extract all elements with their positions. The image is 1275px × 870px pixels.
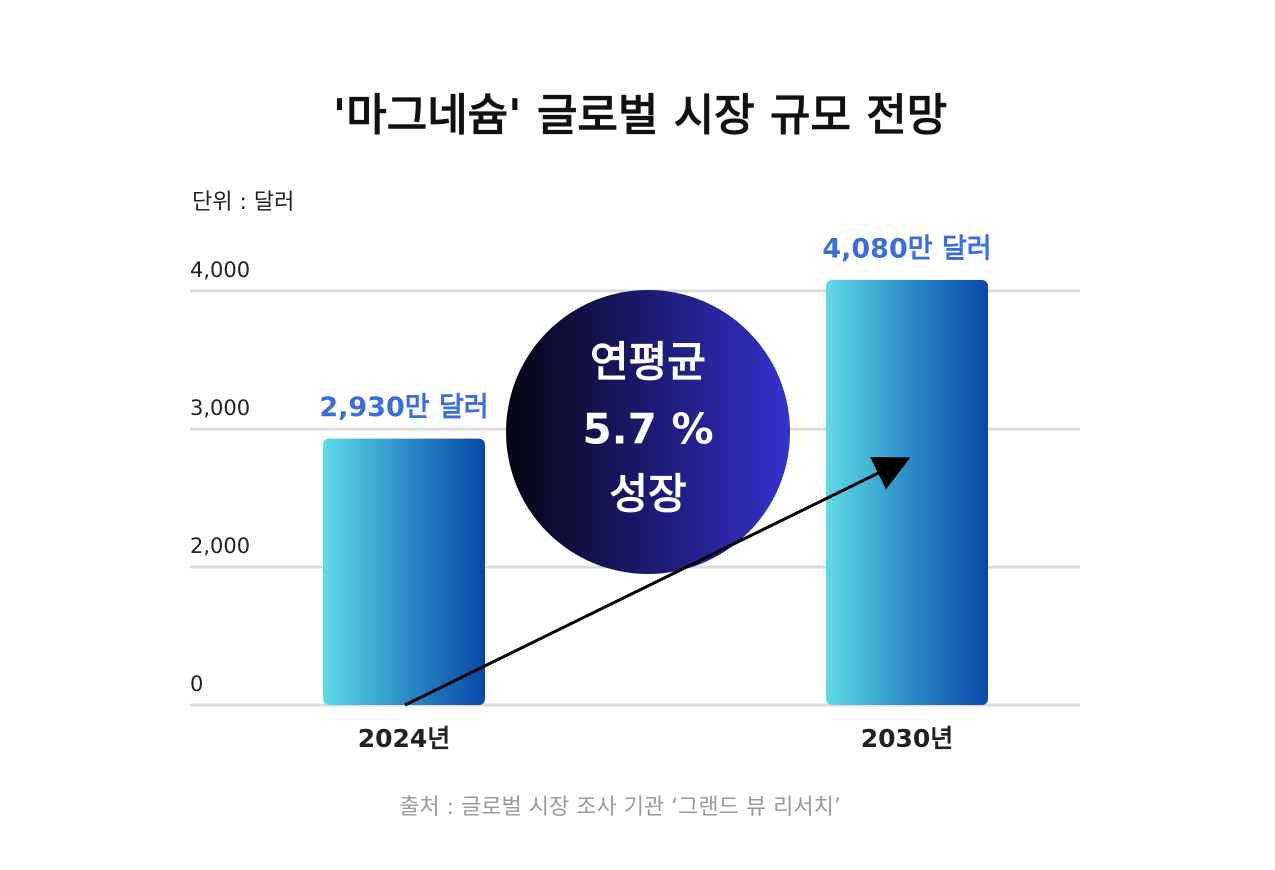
y-tick-label: 0 [190,672,203,696]
value-label: 2,930만 달러 [319,392,488,423]
growth-arrow [404,457,911,707]
annotation-circle [506,290,790,574]
unit-label: 단위 : 달러 [192,190,294,215]
y-tick-label: 4,000 [190,258,250,282]
annotation-text: 5.7 % [582,405,713,454]
bar [323,438,485,705]
source: 출처 : 글로벌 시장 조사 기관 ‘그랜드 뷰 리서치’ [399,795,841,820]
y-tick-label: 2,000 [190,534,250,558]
annotation-text: 성장 [609,470,686,519]
annotation-text: 연평균 [590,338,706,387]
x-tick-label: 2030년 [861,724,954,753]
x-tick-label: 2024년 [358,724,451,753]
y-tick-label: 3,000 [190,396,250,420]
bar [826,279,988,705]
chart-title: '마그네슘' 글로벌 시장 규모 전망 [333,90,947,141]
value-label: 4,080만 달러 [822,233,991,264]
